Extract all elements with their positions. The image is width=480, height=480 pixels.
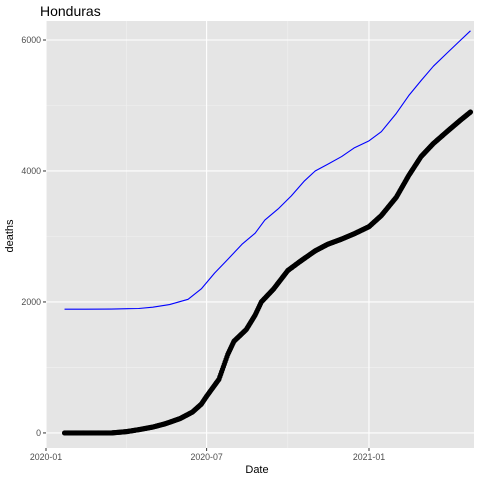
x-axis: 2020-01 2020-07 2021-01 — [30, 448, 385, 462]
x-axis-title: Date — [245, 464, 268, 476]
chart-title: Honduras — [40, 3, 101, 19]
y-tick-label: 4000 — [21, 166, 41, 176]
y-axis: 0 2000 4000 6000 — [21, 35, 46, 438]
y-tick-label: 2000 — [21, 297, 41, 307]
x-tick-label: 2020-01 — [30, 452, 62, 462]
y-tick-label: 0 — [36, 428, 41, 438]
data-point — [468, 109, 473, 114]
y-tick-label: 6000 — [21, 35, 41, 45]
plot-panel — [46, 21, 474, 448]
x-tick-label: 2021-01 — [353, 452, 385, 462]
x-tick-label: 2020-07 — [190, 452, 222, 462]
y-axis-title: deaths — [4, 219, 16, 253]
